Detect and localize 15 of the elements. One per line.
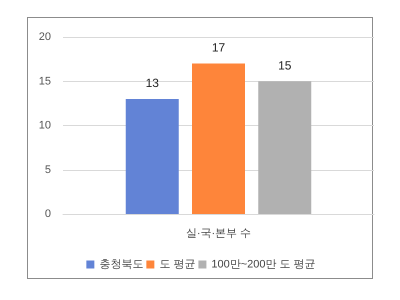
bar <box>192 64 245 214</box>
legend-label: 충청북도 <box>99 258 144 270</box>
y-tick-label: 15 <box>38 75 51 88</box>
legend-label: 도 평균 <box>159 258 196 270</box>
x-tick-label: 실·국·본부 수 <box>186 228 252 240</box>
data-label: 15 <box>278 58 292 72</box>
bar <box>258 81 312 214</box>
y-tick-label: 0 <box>44 208 51 220</box>
legend-label: 100만~200만 도 평균 <box>211 258 316 270</box>
y-tick-label: 10 <box>38 120 51 132</box>
data-label: 13 <box>146 76 160 90</box>
bar <box>126 98 179 214</box>
y-tick-label: 20 <box>38 31 51 43</box>
y-tick-label: 5 <box>44 164 51 176</box>
data-label: 17 <box>212 40 226 55</box>
